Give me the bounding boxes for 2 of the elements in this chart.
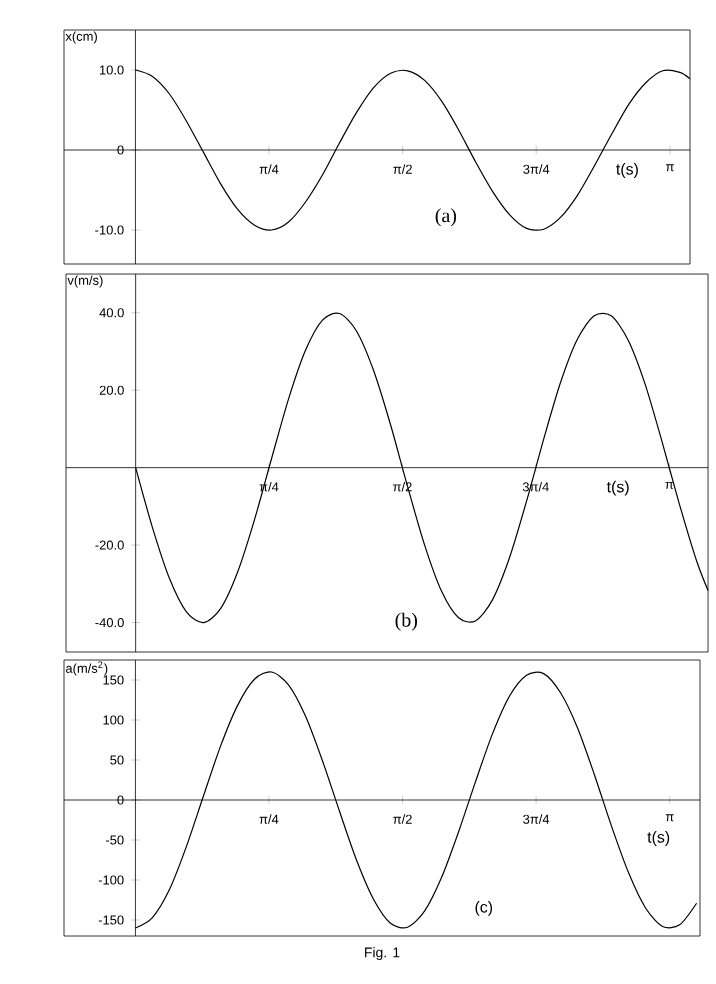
- annotation: (a): [435, 208, 457, 227]
- annotation: (b): [395, 612, 418, 631]
